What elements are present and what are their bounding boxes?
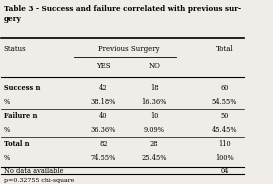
Text: 100%: 100% [215,154,234,162]
Text: 18: 18 [150,84,158,92]
Text: 42: 42 [99,84,108,92]
Text: NO: NO [148,62,160,70]
Text: 40: 40 [99,112,108,120]
Text: Total n: Total n [4,140,29,148]
Text: 82: 82 [99,140,108,148]
Text: %: % [4,154,10,162]
Text: No data available: No data available [4,167,63,175]
Text: YES: YES [96,62,111,70]
Text: p=0.32755 chi-square: p=0.32755 chi-square [4,178,74,183]
Text: 50: 50 [220,112,229,120]
Text: Total: Total [216,45,233,53]
Text: Status: Status [4,45,26,53]
Text: Success n: Success n [4,84,40,92]
Text: Previous Surgery: Previous Surgery [98,45,159,53]
Text: %: % [4,98,10,106]
Text: 38.18%: 38.18% [91,98,116,106]
Text: 10: 10 [150,112,158,120]
Text: 110: 110 [218,140,231,148]
Text: 45.45%: 45.45% [212,126,237,134]
Text: 25.45%: 25.45% [141,154,167,162]
Text: 16.36%: 16.36% [141,98,167,106]
Text: 28: 28 [150,140,158,148]
Text: 36.36%: 36.36% [91,126,116,134]
Text: 54.55%: 54.55% [212,98,237,106]
Text: Failure n: Failure n [4,112,37,120]
Text: 04: 04 [220,167,229,175]
Text: Table 3 - Success and failure correlated with previous sur-
gery: Table 3 - Success and failure correlated… [4,5,241,23]
Text: 60: 60 [220,84,229,92]
Text: 74.55%: 74.55% [91,154,116,162]
Text: %: % [4,126,10,134]
Text: 9.09%: 9.09% [144,126,165,134]
